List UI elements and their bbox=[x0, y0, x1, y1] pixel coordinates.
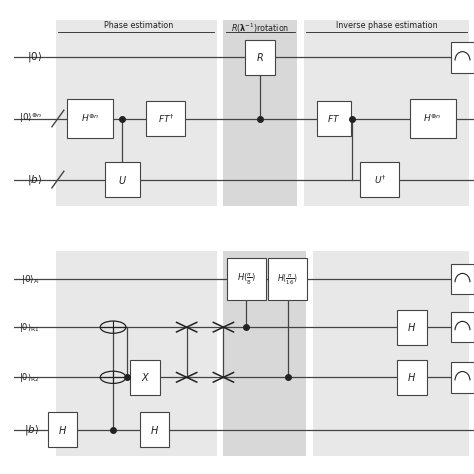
Text: $H$: $H$ bbox=[407, 371, 417, 383]
Text: $H^{\otimes n}$: $H^{\otimes n}$ bbox=[423, 113, 442, 124]
FancyBboxPatch shape bbox=[451, 362, 474, 392]
FancyBboxPatch shape bbox=[146, 101, 185, 136]
Bar bbox=[304, 20, 469, 206]
FancyBboxPatch shape bbox=[245, 40, 275, 75]
Text: $|0\rangle_{\rm R1}$: $|0\rangle_{\rm R1}$ bbox=[19, 320, 39, 334]
FancyBboxPatch shape bbox=[451, 264, 474, 294]
FancyBboxPatch shape bbox=[451, 312, 474, 342]
FancyBboxPatch shape bbox=[360, 162, 399, 197]
FancyBboxPatch shape bbox=[268, 258, 307, 300]
Text: $|b\rangle$: $|b\rangle$ bbox=[27, 173, 42, 187]
FancyBboxPatch shape bbox=[451, 42, 474, 73]
FancyBboxPatch shape bbox=[67, 99, 113, 138]
FancyBboxPatch shape bbox=[397, 360, 427, 395]
Text: $H(\frac{\pi}{8})$: $H(\frac{\pi}{8})$ bbox=[237, 272, 256, 287]
Text: $|0\rangle^{\otimes n}$: $|0\rangle^{\otimes n}$ bbox=[18, 112, 42, 125]
Text: Inverse phase estimation: Inverse phase estimation bbox=[336, 21, 438, 30]
Bar bbox=[223, 251, 306, 456]
Text: $R$: $R$ bbox=[256, 52, 264, 64]
Text: $|b\rangle$: $|b\rangle$ bbox=[24, 423, 39, 437]
FancyBboxPatch shape bbox=[227, 258, 266, 300]
FancyBboxPatch shape bbox=[130, 360, 160, 395]
Text: $H$: $H$ bbox=[58, 424, 67, 436]
Bar bbox=[223, 20, 297, 206]
Bar bbox=[313, 251, 469, 456]
Text: $X$: $X$ bbox=[141, 371, 150, 383]
Text: $U$: $U$ bbox=[118, 173, 127, 185]
Text: $|0\rangle_{\rm A}$: $|0\rangle_{\rm A}$ bbox=[21, 273, 39, 286]
Text: $H(\frac{\pi}{16})$: $H(\frac{\pi}{16})$ bbox=[277, 272, 298, 287]
Text: $FT$: $FT$ bbox=[327, 113, 340, 124]
FancyBboxPatch shape bbox=[410, 99, 456, 138]
Text: $H^{\otimes n}$: $H^{\otimes n}$ bbox=[81, 113, 99, 124]
Bar bbox=[55, 20, 217, 206]
Bar bbox=[55, 251, 217, 456]
FancyBboxPatch shape bbox=[317, 101, 351, 136]
Text: $|0\rangle_{\rm R2}$: $|0\rangle_{\rm R2}$ bbox=[19, 371, 39, 384]
Text: Phase estimation: Phase estimation bbox=[104, 21, 173, 30]
FancyBboxPatch shape bbox=[397, 310, 427, 345]
Text: $H$: $H$ bbox=[407, 321, 417, 333]
Text: $FT^{\dagger}$: $FT^{\dagger}$ bbox=[158, 112, 174, 125]
Text: $|0\rangle$: $|0\rangle$ bbox=[27, 50, 42, 64]
Text: $H$: $H$ bbox=[150, 424, 159, 436]
FancyBboxPatch shape bbox=[105, 162, 139, 197]
Text: $U^{\dagger}$: $U^{\dagger}$ bbox=[374, 173, 386, 186]
FancyBboxPatch shape bbox=[139, 412, 169, 447]
FancyBboxPatch shape bbox=[47, 412, 77, 447]
Text: $R(\boldsymbol{\lambda}^{-1})$rotation: $R(\boldsymbol{\lambda}^{-1})$rotation bbox=[231, 21, 289, 35]
